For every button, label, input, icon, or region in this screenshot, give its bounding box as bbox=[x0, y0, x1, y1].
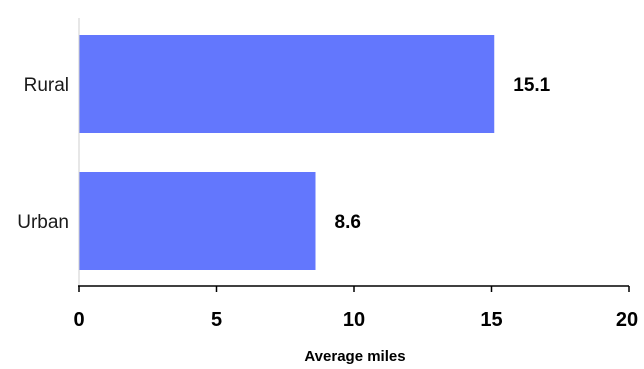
category-label-urban: Urban bbox=[17, 212, 69, 233]
bar-urban bbox=[79, 172, 316, 270]
labels-layer: Rural 15.1 Urban 8.6 bbox=[17, 75, 550, 233]
value-label-urban: 8.6 bbox=[335, 212, 361, 233]
x-tick-label-5: 5 bbox=[211, 309, 222, 331]
x-tick-label-10: 10 bbox=[343, 309, 365, 331]
x-tick-label-20: 20 bbox=[616, 309, 638, 331]
x-axis-title: Average miles bbox=[304, 348, 405, 365]
x-tick-label-15: 15 bbox=[480, 309, 502, 331]
ticks-layer: 0 5 10 15 20 bbox=[73, 286, 638, 331]
value-label-rural: 15.1 bbox=[513, 75, 550, 96]
category-label-rural: Rural bbox=[24, 75, 69, 96]
bar-rural bbox=[79, 35, 495, 133]
bars-layer bbox=[79, 35, 495, 270]
x-tick-label-0: 0 bbox=[73, 309, 84, 331]
